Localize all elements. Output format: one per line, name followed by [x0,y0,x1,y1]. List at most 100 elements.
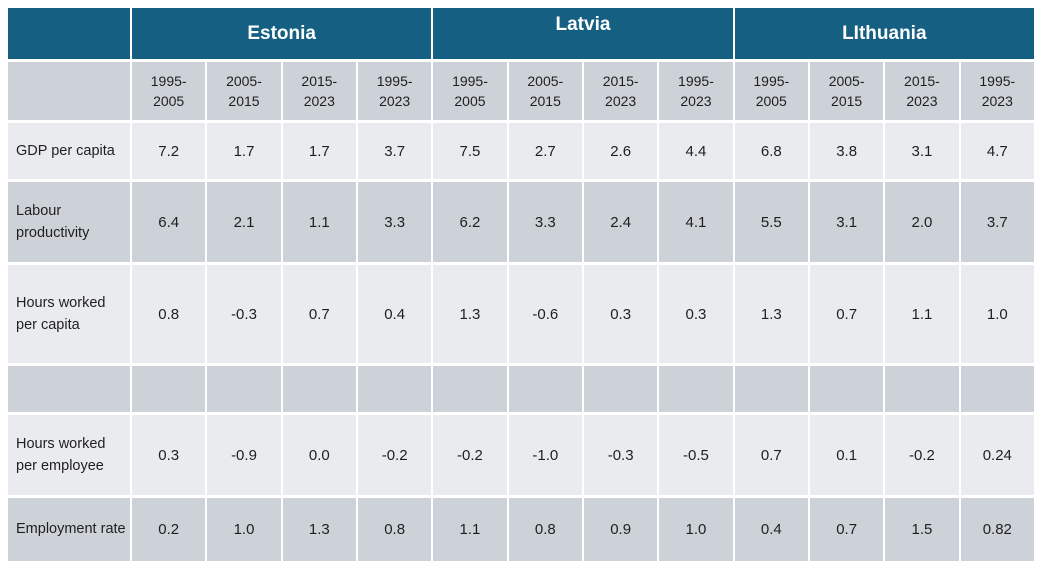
value-cell [583,366,658,412]
value-cell [357,366,432,412]
value-cell: 7.2 [132,123,206,179]
value-cell [282,366,356,412]
country-header-latvia: Latvia [433,8,733,59]
row-label: GDP per capita [8,123,130,179]
value-cell: 1.1 [885,265,959,363]
row-label: Hours worked per employee [8,415,130,495]
period-cell: 1995- 2005 [132,62,206,120]
value-cell [885,366,959,412]
period-cell: 1995- 2005 [433,62,507,120]
period-cell: 1995- 2023 [960,62,1034,120]
value-cell [508,366,582,412]
value-cell: 7.5 [433,123,507,179]
value-cell: 3.1 [809,182,884,262]
value-cell: 1.1 [282,182,356,262]
value-cell: 0.8 [508,498,582,561]
corner-cell [8,8,130,59]
value-cell: 0.3 [583,265,658,363]
growth-decomposition-table: Estonia Latvia LIthuania 1995- 2005 2005… [6,5,1036,564]
value-cell [433,366,507,412]
table-row-hours-worked-per-employee: Hours worked per employee 0.3 -0.9 0.0 -… [8,415,1034,495]
value-cell: 6.4 [132,182,206,262]
value-cell: 4.4 [659,123,733,179]
value-cell: 2.7 [508,123,582,179]
row-label: Labour productivity [8,182,130,262]
value-cell: 2.0 [885,182,959,262]
table-row-hours-worked-per-capita: Hours worked per capita 0.8 -0.3 0.7 0.4… [8,265,1034,363]
value-cell: 6.8 [734,123,808,179]
value-cell: 0.7 [809,265,884,363]
value-cell: -0.2 [885,415,959,495]
row-label: Employment rate [8,498,130,561]
value-cell: 0.7 [282,265,356,363]
value-cell: 4.1 [659,182,733,262]
value-cell: -0.5 [659,415,733,495]
value-cell: -0.2 [433,415,507,495]
value-cell: 1.0 [207,498,281,561]
table-row-labour-productivity: Labour productivity 6.4 2.1 1.1 3.3 6.2 … [8,182,1034,262]
value-cell: -0.3 [583,415,658,495]
period-cell: 2005- 2015 [809,62,884,120]
value-cell: 0.82 [960,498,1034,561]
country-header-row: Estonia Latvia LIthuania [8,8,1034,59]
value-cell: 1.3 [734,265,808,363]
period-cell: 2005- 2015 [508,62,582,120]
value-cell: 0.8 [357,498,432,561]
period-cell: 2015- 2023 [583,62,658,120]
value-cell: 0.2 [132,498,206,561]
value-cell: 4.7 [960,123,1034,179]
period-cell: 2005- 2015 [207,62,281,120]
period-cell: 1995- 2005 [734,62,808,120]
table-row-spacer [8,366,1034,412]
value-cell: -0.9 [207,415,281,495]
value-cell: 0.9 [583,498,658,561]
value-cell: 0.3 [659,265,733,363]
value-cell: 0.1 [809,415,884,495]
value-cell: 3.8 [809,123,884,179]
value-cell: 0.7 [809,498,884,561]
country-header-estonia: Estonia [132,8,432,59]
value-cell: 1.7 [282,123,356,179]
value-cell: 0.7 [734,415,808,495]
value-cell: 0.24 [960,415,1034,495]
value-cell: 1.5 [885,498,959,561]
period-cell: 2015- 2023 [885,62,959,120]
value-cell: 1.3 [433,265,507,363]
value-cell: 1.1 [433,498,507,561]
table-row-gdp-per-capita: GDP per capita 7.2 1.7 1.7 3.7 7.5 2.7 2… [8,123,1034,179]
value-cell: 2.4 [583,182,658,262]
period-cell: 1995- 2023 [659,62,733,120]
value-cell: 3.7 [960,182,1034,262]
row-label [8,366,130,412]
value-cell: 1.0 [659,498,733,561]
period-label-spacer [8,62,130,120]
value-cell: 0.0 [282,415,356,495]
value-cell: 0.8 [132,265,206,363]
value-cell: -0.3 [207,265,281,363]
value-cell [207,366,281,412]
value-cell: 0.4 [357,265,432,363]
value-cell: 3.1 [885,123,959,179]
value-cell [809,366,884,412]
value-cell: 3.3 [508,182,582,262]
value-cell: 0.4 [734,498,808,561]
value-cell [960,366,1034,412]
value-cell [132,366,206,412]
value-cell: 1.0 [960,265,1034,363]
value-cell: 2.1 [207,182,281,262]
value-cell: -0.6 [508,265,582,363]
value-cell: 6.2 [433,182,507,262]
value-cell [734,366,808,412]
value-cell: 1.7 [207,123,281,179]
value-cell: 3.3 [357,182,432,262]
value-cell [659,366,733,412]
value-cell: -0.2 [357,415,432,495]
value-cell: -1.0 [508,415,582,495]
period-cell: 2015- 2023 [282,62,356,120]
table-row-employment-rate: Employment rate 0.2 1.0 1.3 0.8 1.1 0.8 … [8,498,1034,561]
period-cell: 1995- 2023 [357,62,432,120]
country-header-lithuania: LIthuania [734,8,1034,59]
value-cell: 2.6 [583,123,658,179]
value-cell: 5.5 [734,182,808,262]
